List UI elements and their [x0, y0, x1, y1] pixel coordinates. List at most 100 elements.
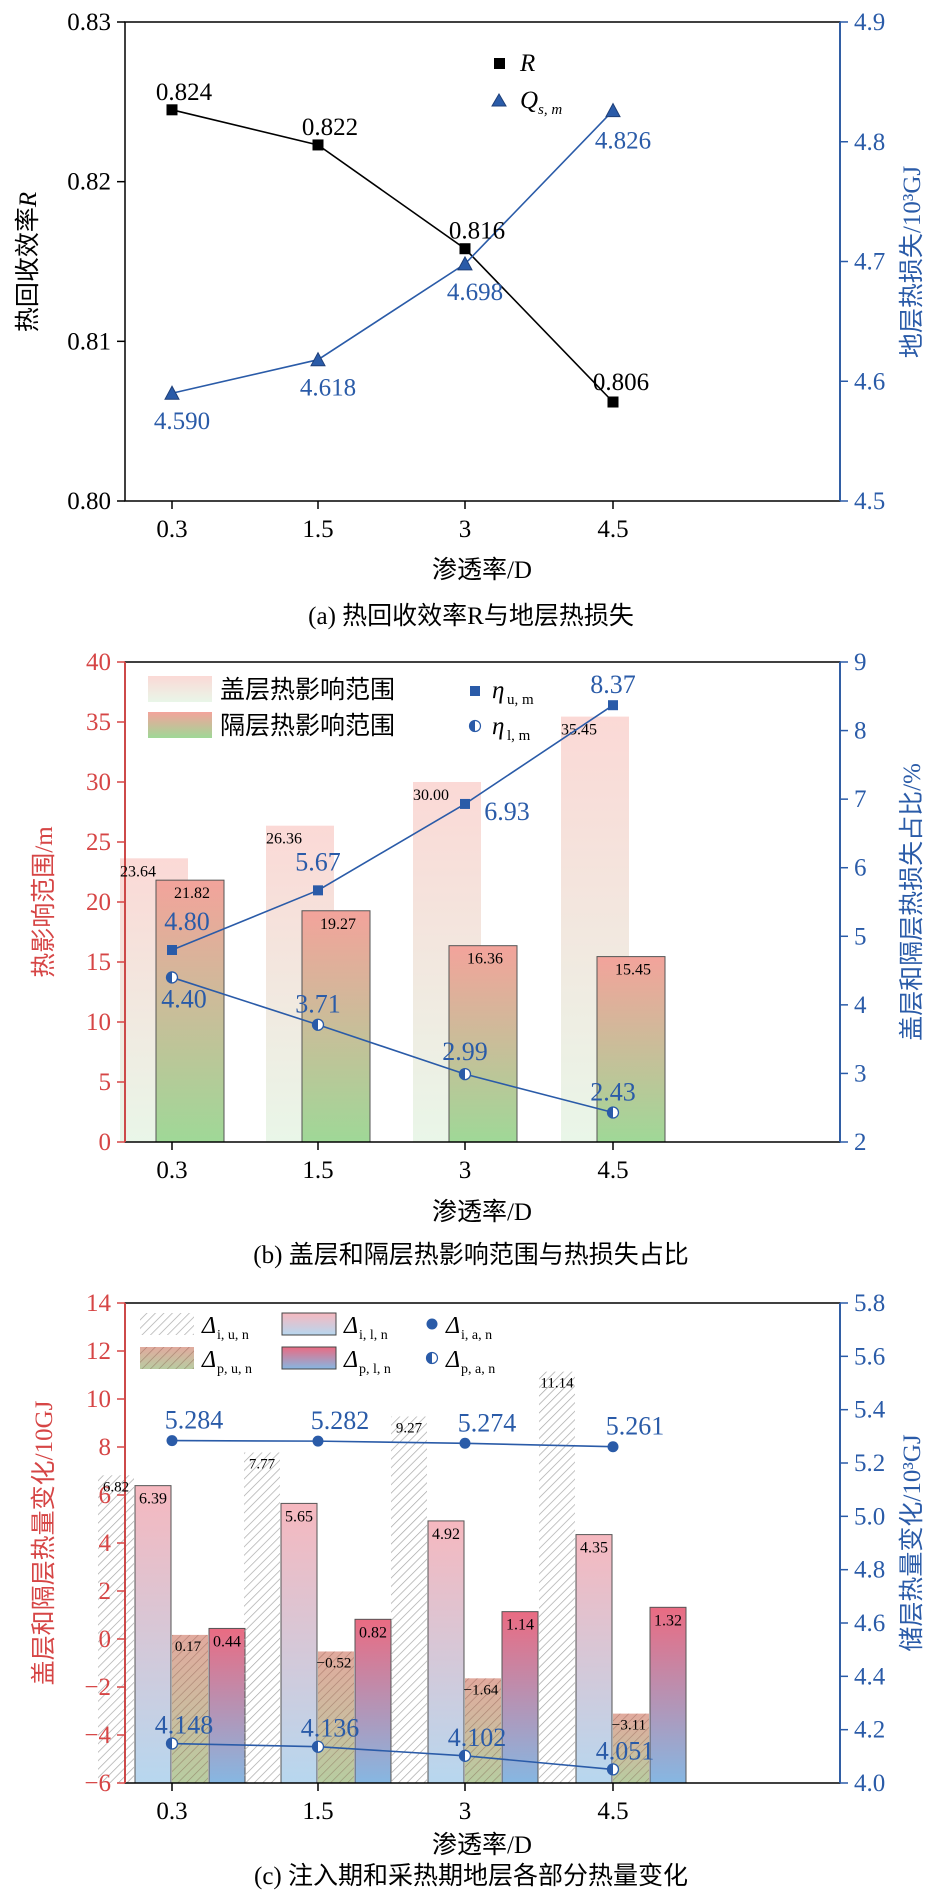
y-tick-label-left: 0.81 — [67, 328, 111, 355]
data-label-q: 4.698 — [447, 279, 503, 306]
bar-delta-p-l — [649, 1606, 687, 1784]
legend-marker-q — [491, 93, 507, 107]
marker-q — [164, 385, 180, 400]
y-tick-label-left: 6 — [99, 1482, 112, 1509]
panel-b: 0 5 10 15 20 25 30 35 40 2 3 4 5 6 7 8 9 0.3 1.5 3 4.5 23.64… — [30, 649, 926, 1269]
y-tick-label-right: 5.2 — [854, 1450, 885, 1477]
legend-swatch-i-u — [140, 1313, 194, 1335]
bars-c — [98, 1371, 687, 1784]
data-label-i-u: 6.82 — [103, 1479, 129, 1495]
y-tick-label-right: 4.2 — [854, 1717, 885, 1744]
marker-eta-l — [311, 1018, 325, 1031]
y-tick-label-left: 20 — [86, 889, 111, 916]
y-tick-label-left: 8 — [99, 1434, 112, 1461]
series-line-r — [171, 109, 614, 403]
y-tick-label-right: 6 — [854, 855, 867, 882]
caption-a: (a) 热回收效率R与地层热损失 — [308, 602, 634, 630]
plot-frame-a — [124, 21, 841, 502]
bar-delta-i-l — [427, 1520, 465, 1784]
y-tick-label-left: 0 — [99, 1626, 112, 1653]
y-tick-label-right: 3 — [854, 1060, 867, 1087]
y-tick-label-left: 35 — [86, 709, 111, 736]
marker-q — [457, 255, 473, 271]
x-tick-label: 4.5 — [597, 1157, 628, 1184]
y-tick-label-right: 4.5 — [854, 488, 885, 515]
data-label-i-u: 11.14 — [540, 1376, 574, 1392]
legend-label-p-a: Δ — [445, 1347, 460, 1373]
data-label-cap: 23.64 — [120, 863, 156, 880]
y-tick-label-right: 5.0 — [854, 1503, 885, 1530]
legend-label-eta-l: η — [492, 713, 504, 740]
bar-delta-p-l — [354, 1618, 392, 1784]
y-axis-title-left-a: 热回收效率R — [14, 192, 42, 332]
legend-label-iso: 隔层热影响范围 — [220, 712, 395, 740]
y-tick-label-left: −2 — [84, 1674, 111, 1701]
data-label-q: 4.618 — [300, 375, 356, 402]
y-axis-title-right-b: 盖层和隔层热损失占比/% — [898, 763, 926, 1041]
legend-label-i-a: Δ — [445, 1313, 460, 1339]
y-tick-label-left: 15 — [86, 949, 111, 976]
data-label-i-u: 9.27 — [396, 1421, 423, 1437]
data-label-iso: 19.27 — [320, 916, 356, 933]
y-tick-label-right: 5.4 — [854, 1397, 886, 1424]
legend-label-r: R — [519, 50, 535, 77]
series-line-q — [171, 110, 614, 395]
data-label-q: 4.590 — [154, 408, 210, 435]
bar-iso-range — [155, 879, 225, 1143]
y-tick-label-left: 0.82 — [67, 169, 111, 196]
x-tick-label: 1.5 — [302, 516, 333, 543]
data-label-eta-l: 3.71 — [295, 990, 341, 1019]
y-axis-title-left-b: 热影响范围/m — [30, 826, 58, 978]
legend-swatch-p-u-hatch — [140, 1347, 194, 1369]
legend-a: R Q s, m — [491, 50, 562, 118]
marks-c: 6.82 6.39 0.17 0.44 7.77 5.65 −0.52 0.82 9.27 4.9… — [103, 1376, 682, 1776]
marker-p-a — [311, 1740, 325, 1753]
y-tick-label-left: 40 — [86, 649, 111, 676]
marker-p-a — [606, 1763, 620, 1776]
legend-c: Δ i, u, n Δ i, l, n Δ i, a, n Δ p, u, n … — [140, 1312, 495, 1377]
marker-i-a — [166, 1435, 178, 1447]
marker-p-a — [458, 1749, 472, 1762]
bar-delta-p-u-hatch — [318, 1651, 354, 1783]
y-tick-label-right: 4 — [854, 992, 867, 1019]
ticks-b: 0 5 10 15 20 25 30 35 40 2 3 4 5 6 7 8 9 0.3 1.5 3 4.5 — [86, 649, 867, 1184]
data-label-i-a: 5.261 — [606, 1412, 665, 1441]
data-label-p-a: 4.102 — [448, 1723, 507, 1752]
marker-i-a — [312, 1435, 324, 1447]
data-label-i-u: 7.77 — [249, 1457, 276, 1473]
data-label-p-u: −3.11 — [612, 1718, 646, 1734]
legend-marker-p-a — [425, 1351, 439, 1365]
data-label-eta-l: 4.40 — [161, 984, 207, 1013]
ticks-a: 0.80 0.81 0.82 0.83 4.5 4.6 4.7 4.8 4.9 0.3 1.5 3 4.… — [67, 9, 885, 543]
legend-label-i-l: Δ — [343, 1313, 358, 1339]
data-label-p-l: 1.32 — [654, 1612, 682, 1629]
y-tick-label-right: 4.7 — [854, 249, 885, 276]
y-tick-label-left: 10 — [86, 1009, 111, 1036]
data-label-cap: 30.00 — [413, 787, 449, 804]
data-label-p-u: −0.52 — [317, 1655, 352, 1671]
y-tick-label-left: 12 — [86, 1338, 111, 1365]
data-label-eta-u: 6.93 — [484, 797, 530, 826]
legend-swatch-i-l — [281, 1312, 337, 1336]
y-tick-label-left: 5 — [99, 1069, 112, 1096]
legend-label-p-a-sub: p, a, n — [461, 1362, 495, 1377]
data-label-i-l: 5.65 — [285, 1508, 313, 1525]
bar-delta-i-l — [575, 1534, 613, 1784]
marker-q — [310, 351, 326, 367]
y-tick-label-left: 30 — [86, 769, 111, 796]
y-tick-label-left: −6 — [84, 1770, 111, 1797]
marker-q — [605, 102, 621, 118]
data-label-cap: 26.36 — [266, 831, 302, 848]
y-tick-label-right: 8 — [854, 718, 867, 745]
legend-marker-eta-l — [468, 719, 482, 733]
panel-a: 0.80 0.81 0.82 0.83 4.5 4.6 4.7 4.8 4.9 0.3 1.5 3 4.… — [14, 9, 926, 630]
data-label-r: 0.806 — [593, 369, 649, 396]
y-axis-title-right-a: 地层热损失/10³GJ — [898, 166, 926, 358]
x-axis-title-a: 渗透率/D — [432, 556, 532, 584]
data-label-i-l: 4.35 — [580, 1540, 608, 1557]
bar-delta-i-u — [391, 1416, 427, 1783]
data-label-i-a: 5.284 — [165, 1406, 224, 1435]
data-label-r: 0.816 — [449, 218, 505, 245]
x-tick-label: 0.3 — [156, 1798, 187, 1825]
